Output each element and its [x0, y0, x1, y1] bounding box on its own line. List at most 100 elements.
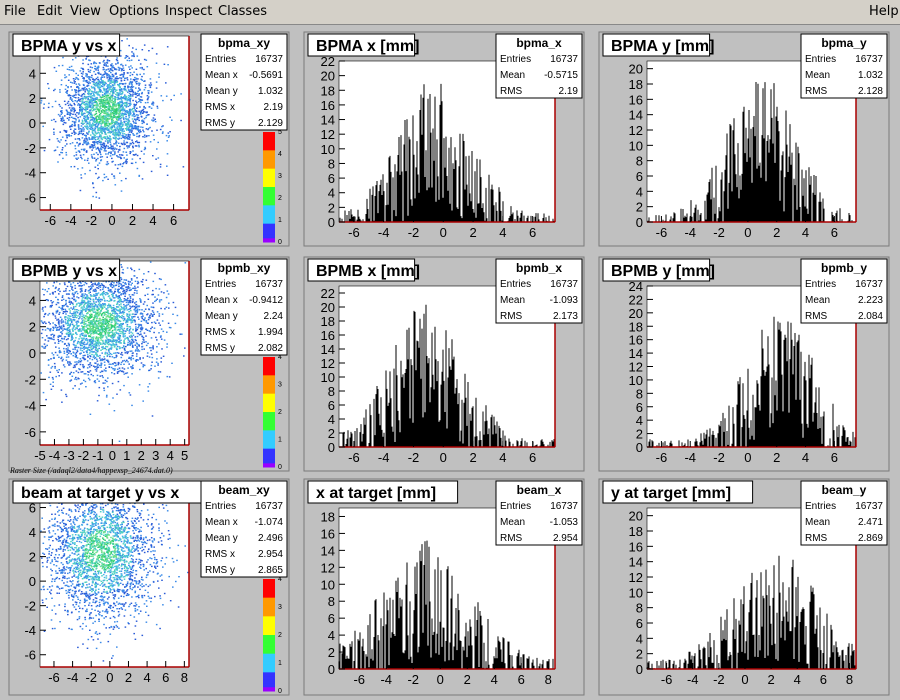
scatter-cell [95, 337, 98, 339]
scatter-cell [147, 298, 150, 300]
scatter-cell [65, 109, 68, 111]
scatter-cell [112, 297, 115, 299]
scatter-cell [147, 128, 149, 131]
scatter-cell [72, 327, 75, 329]
scatter-cell [69, 114, 71, 117]
scatter-cell [118, 337, 120, 339]
scatter-cell [135, 126, 137, 129]
scatter-cell [141, 79, 143, 81]
scatter-cell [151, 310, 154, 312]
scatter-cell [130, 82, 133, 84]
scatter-cell [176, 314, 179, 317]
scatter-cell [96, 315, 98, 317]
scatter-cell [165, 95, 168, 97]
scatter-cell [113, 369, 116, 371]
scatter-cell [125, 337, 128, 339]
scatter-cell [126, 79, 129, 81]
menu-classes[interactable]: Classes [218, 4, 267, 19]
scatter-cell [140, 116, 143, 118]
scatter-cell [133, 106, 136, 108]
scatter-cell [104, 91, 107, 94]
scatter-cell [109, 139, 111, 141]
scatter-cell [97, 138, 99, 140]
menu-view[interactable]: View [70, 4, 101, 19]
scatter-cell [84, 115, 86, 117]
scatter-cell [96, 355, 98, 357]
scatter-cell [123, 121, 126, 124]
scatter-cell [137, 128, 139, 130]
scatter-cell [103, 325, 105, 328]
scatter-cell [102, 285, 105, 287]
scatter-cell [148, 114, 150, 116]
scatter-cell [64, 308, 67, 311]
scatter-cell [77, 93, 80, 95]
scatter-cell [115, 121, 118, 123]
scatter-cell [120, 115, 123, 117]
scatter-cell [105, 146, 107, 148]
scatter-cell [70, 113, 72, 115]
scatter-cell [180, 93, 182, 95]
scatter-cell [126, 100, 129, 102]
menu-options[interactable]: Options [109, 4, 160, 19]
scatter-cell [118, 148, 121, 151]
scatter-cell [126, 126, 128, 128]
scatter-cell [81, 295, 84, 297]
scatter-cell [70, 116, 73, 118]
scatter-cell [102, 120, 104, 122]
scatter-cell [130, 131, 133, 134]
menu-help[interactable]: Help [869, 4, 899, 19]
scatter-cell [78, 143, 80, 145]
scatter-cell [59, 283, 61, 285]
scatter-cell [94, 79, 97, 81]
scatter-cell [140, 96, 143, 98]
scatter-cell [95, 141, 97, 143]
scatter-cell [77, 321, 80, 323]
scatter-cell [106, 124, 108, 127]
scatter-cell [101, 346, 103, 348]
scatter-cell [140, 131, 142, 133]
menu-file[interactable]: File [4, 4, 26, 19]
scatter-cell [120, 361, 123, 364]
scatter-cell [110, 71, 112, 74]
scatter-cell [81, 114, 84, 116]
scatter-cell [165, 296, 168, 299]
scatter-cell [59, 131, 61, 133]
menu-inspect[interactable]: Inspect [165, 4, 213, 19]
scatter-cell [92, 305, 94, 307]
scatter-cell [87, 364, 90, 366]
scatter-cell [108, 403, 111, 405]
scatter-cell [70, 110, 72, 112]
scatter-cell [43, 343, 46, 345]
scatter-cell [123, 368, 126, 370]
scatter-cell [122, 336, 125, 338]
x-tick-label: 4 [499, 225, 506, 240]
scatter-cell [128, 294, 131, 296]
scatter-cell [90, 146, 92, 149]
scatter-cell [95, 91, 98, 93]
scatter-cell [133, 126, 136, 128]
scatter-cell [80, 340, 83, 342]
scatter-cell [98, 94, 101, 96]
scatter-cell [118, 336, 121, 338]
scatter-cell [98, 347, 100, 350]
scatter-cell [135, 313, 138, 315]
scatter-cell [89, 59, 91, 62]
scatter-cell [61, 107, 63, 109]
scatter-cell [66, 135, 68, 137]
scatter-cell [44, 289, 46, 291]
scatter-cell [135, 100, 137, 102]
scatter-cell [87, 98, 89, 100]
scatter-cell [92, 351, 94, 353]
scatter-cell [113, 111, 116, 114]
scatter-cell [111, 309, 113, 311]
menu-edit[interactable]: Edit [37, 4, 63, 19]
scatter-cell [129, 300, 132, 302]
scatter-cell [101, 128, 104, 131]
scatter-cell [66, 322, 68, 324]
scatter-cell [146, 135, 148, 137]
